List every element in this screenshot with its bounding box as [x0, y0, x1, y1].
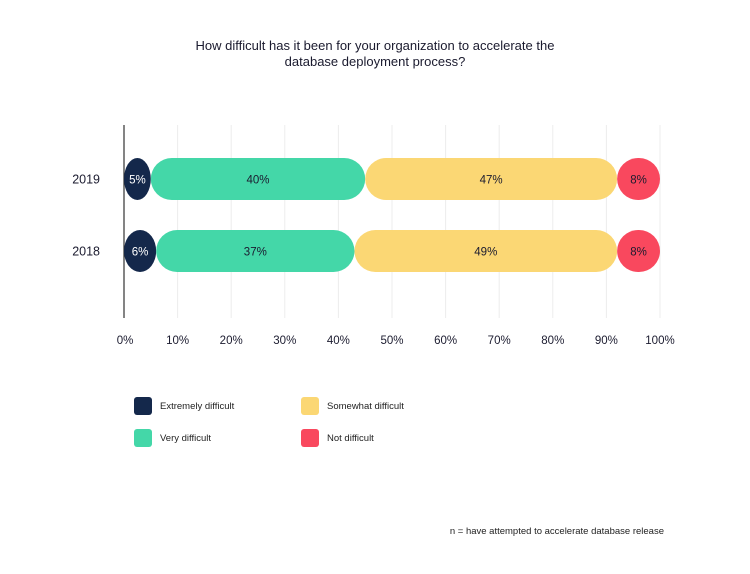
- data-label: 37%: [244, 247, 267, 259]
- legend-swatch-very-difficult: [134, 429, 152, 447]
- data-label: 49%: [474, 247, 497, 259]
- legend-item-not-difficult: Not difficult: [301, 429, 374, 447]
- legend-item-somewhat-difficult: Somewhat difficult: [301, 397, 404, 415]
- data-label: 8%: [630, 247, 647, 259]
- chart-title-line-2: database deployment process?: [284, 54, 466, 69]
- x-tick-label: 70%: [488, 335, 511, 347]
- x-tick-label: 20%: [220, 335, 243, 347]
- bar-segment: [354, 230, 618, 272]
- legend-label-not-difficult: Not difficult: [327, 432, 374, 444]
- bar-segment: [617, 158, 660, 200]
- x-tick-label: 0%: [117, 335, 134, 347]
- bar-segment: [617, 230, 660, 272]
- x-tick-label: 90%: [595, 335, 618, 347]
- x-tick-label: 80%: [541, 335, 564, 347]
- legend-label-very-difficult: Very difficult: [160, 432, 212, 444]
- x-tick-label: 100%: [645, 335, 674, 347]
- legend-item-extremely-difficult: Extremely difficult: [134, 397, 234, 415]
- x-tick-label: 30%: [273, 335, 296, 347]
- bar-segment: [365, 158, 618, 200]
- chart-title-line-1: How difficult has it been for your organ…: [195, 38, 555, 53]
- data-label: 40%: [246, 175, 269, 187]
- x-tick-label: 50%: [380, 335, 403, 347]
- x-tick-label: 40%: [327, 335, 350, 347]
- data-label: 8%: [630, 175, 647, 187]
- data-label: 47%: [480, 175, 503, 187]
- legend-swatch-somewhat-difficult: [301, 397, 319, 415]
- chart-title: How difficult has it been for your organ…: [0, 38, 750, 70]
- bar-segment: [156, 230, 355, 272]
- category-label: 2019: [72, 173, 100, 187]
- x-tick-label: 10%: [166, 335, 189, 347]
- x-tick-label: 60%: [434, 335, 457, 347]
- bar-segment: [150, 158, 366, 200]
- legend-swatch-extremely-difficult: [134, 397, 152, 415]
- legend-label-somewhat-difficult: Somewhat difficult: [327, 400, 404, 412]
- legend-swatch-not-difficult: [301, 429, 319, 447]
- data-label: 6%: [132, 247, 149, 259]
- bar-segment: [124, 230, 157, 272]
- legend-item-very-difficult: Very difficult: [134, 429, 211, 447]
- footnote: n = have attempted to accelerate databas…: [449, 526, 664, 537]
- data-label: 5%: [129, 175, 146, 187]
- legend-label-extremely-difficult: Extremely difficult: [160, 400, 235, 412]
- category-label: 2018: [72, 245, 100, 259]
- bar-segment: [124, 158, 151, 200]
